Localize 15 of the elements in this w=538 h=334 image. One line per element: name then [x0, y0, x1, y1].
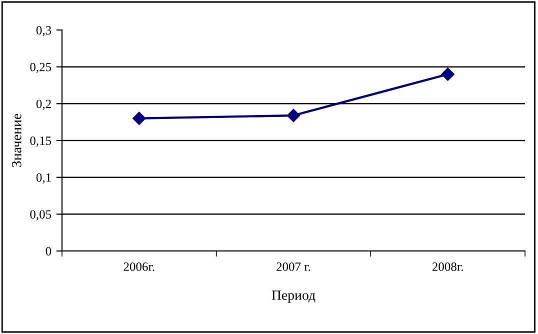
x-tick-label: 2008г. — [432, 262, 463, 271]
y-axis-title: Значение — [12, 114, 22, 167]
y-tick-label: 0 — [46, 247, 52, 256]
point — [441, 68, 454, 81]
y-tick-label: 0,3 — [36, 26, 52, 36]
x-tick-label: 2007 г. — [276, 262, 310, 271]
point — [132, 112, 146, 125]
y-tick-label: 0,1 — [36, 173, 51, 184]
y-tick-label: 0,25 — [30, 62, 52, 74]
y-tick-label: 0,15 — [30, 136, 52, 147]
y-tick-label: 0,05 — [30, 210, 52, 220]
x-tick-label: 2006г. — [124, 262, 154, 271]
point — [286, 108, 300, 122]
x-axis-title: Период — [272, 290, 316, 303]
y-tick-label: 0,2 — [36, 100, 51, 110]
